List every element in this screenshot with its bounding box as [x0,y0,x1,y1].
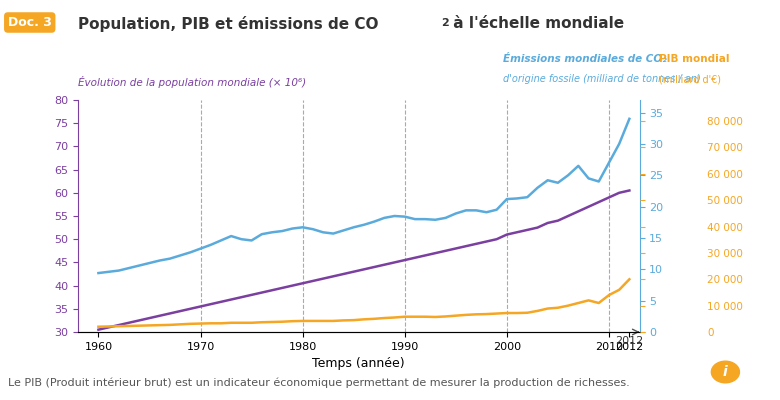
Circle shape [711,361,739,383]
Text: Population, PIB et émissions de CO: Population, PIB et émissions de CO [78,16,378,32]
Text: 2: 2 [441,18,448,28]
X-axis label: Temps (année): Temps (année) [313,357,405,370]
Text: Doc. 3: Doc. 3 [8,16,51,29]
Text: Évolution de la population mondiale (× 10⁶): Évolution de la population mondiale (× 1… [78,76,306,88]
Text: Émissions mondiales de CO₂: Émissions mondiales de CO₂ [503,54,667,64]
Text: d'origine fossile (milliard de tonnes / an): d'origine fossile (milliard de tonnes / … [503,74,701,84]
Text: (milliard d'€): (milliard d'€) [659,74,721,84]
Text: Le PIB (Produit intérieur brut) est un indicateur économique permettant de mesur: Le PIB (Produit intérieur brut) est un i… [8,378,629,388]
Text: 2012: 2012 [615,336,644,346]
Text: à l'échelle mondiale: à l'échelle mondiale [448,16,625,31]
Text: PIB mondial: PIB mondial [659,54,729,64]
Text: i: i [723,365,728,379]
